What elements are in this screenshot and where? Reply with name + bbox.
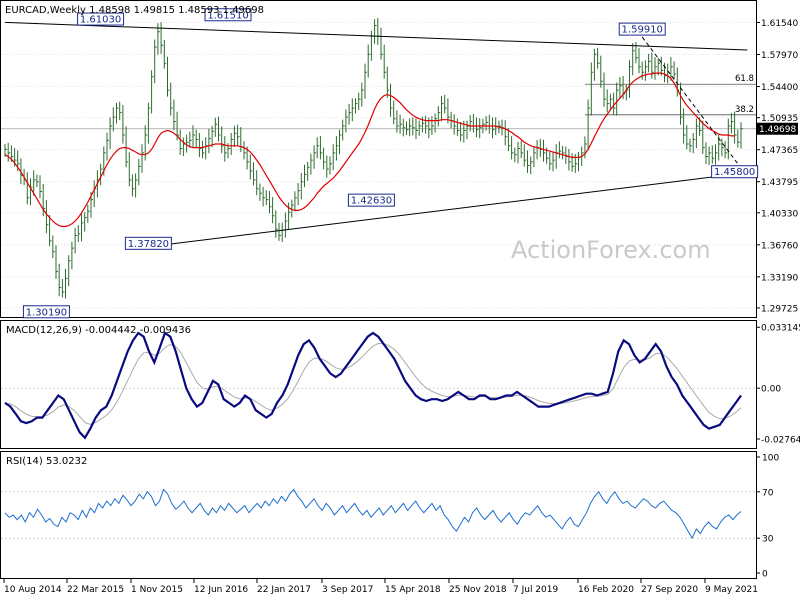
macd-label: MACD(12,26,9) -0.004442 -0.009436 <box>6 325 191 336</box>
trendline <box>145 172 748 248</box>
price-axis-label: 1.47365 <box>761 146 798 156</box>
price-panel-frame <box>0 0 757 318</box>
rsi-panel-frame <box>0 451 757 579</box>
price-axis-label: 1.50935 <box>761 114 798 124</box>
watermark: ActionForex.com <box>511 236 711 264</box>
x-axis-label: 16 Feb 2020 <box>578 585 634 595</box>
fib-level-label: 61.8 <box>735 74 754 84</box>
price-annotation-box <box>77 12 125 26</box>
retracement-dashed-line <box>641 36 739 165</box>
x-axis-label: 1 Nov 2015 <box>131 585 183 595</box>
price-annotation-box <box>711 165 759 179</box>
price-annotation-label: 1.37820 <box>128 239 169 250</box>
price-annotation-label: 1.45800 <box>714 167 755 178</box>
x-axis-label: 10 Aug 2014 <box>4 585 62 595</box>
rsi-axis-label: 30 <box>762 535 774 545</box>
macd-layer <box>1 331 756 440</box>
symbol-header: EURCAD,Weekly 1.48598 1.49815 1.48593 1.… <box>5 5 264 16</box>
rsi-axis-label: 100 <box>762 454 779 464</box>
price-annotation-box <box>618 22 666 36</box>
macd-signal-line <box>4 342 742 425</box>
price-annotation-label: 1.61030 <box>80 15 121 26</box>
rsi-axis-label: 0 <box>762 570 768 580</box>
current-price-value: 1.49698 <box>759 125 796 135</box>
x-axis-label: 22 Mar 2015 <box>67 585 124 595</box>
x-axis-label: 3 Sep 2017 <box>322 585 373 595</box>
price-axis-label: 1.36760 <box>761 241 798 251</box>
macd-axis-label: -0.027648 <box>761 436 800 446</box>
axis-layer: 1.61540 1.57970 1.54400 1.50935 1.47365 1.437… <box>3 19 800 595</box>
price-axis-label: 1.57970 <box>761 51 798 61</box>
price-axis-label: 1.33190 <box>761 273 798 283</box>
moving-average-line <box>4 72 735 228</box>
price-annotation-label: 1.30190 <box>26 307 67 318</box>
price-annotation-box <box>204 8 252 22</box>
rsi-label: RSI(14) 53.0232 <box>6 456 87 467</box>
price-annotation-box <box>124 236 172 250</box>
price-annotation-label: 1.61510 <box>207 10 248 21</box>
price-axis-label: 1.40330 <box>761 209 798 219</box>
macd-line <box>4 331 742 440</box>
price-axis-label: 1.43795 <box>761 178 798 188</box>
rsi-layer <box>1 488 756 540</box>
current-price-tag <box>757 122 798 135</box>
x-axis-label: 15 Apr 2018 <box>385 585 441 595</box>
price-axis-label: 1.61540 <box>761 19 798 29</box>
x-axis-label: 7 Jul 2019 <box>513 585 558 595</box>
price-annotation-label: 1.59910 <box>622 25 663 36</box>
x-axis-label: 25 Nov 2018 <box>449 585 507 595</box>
macd-panel-frame <box>0 320 757 449</box>
price-axis-label: 1.29725 <box>761 304 798 314</box>
rsi-line <box>4 488 742 540</box>
price-layer: 61.8 38.2 1.61030 1.61510 1.59910 1.37820 1.42… <box>1 8 759 319</box>
price-annotation-label: 1.42630 <box>351 196 392 207</box>
macd-axis-label: 0.00 <box>761 385 781 395</box>
price-annotation-box <box>347 193 395 207</box>
price-axis-label: 1.54400 <box>761 83 798 93</box>
macd-axis-label: 0.033145 <box>761 324 800 334</box>
fib-level-label: 38.2 <box>735 105 754 115</box>
trendline <box>4 21 748 51</box>
price-annotation-box <box>22 305 70 319</box>
x-axis-label: 22 Jan 2017 <box>257 585 311 595</box>
x-axis-label: 9 May 2021 <box>705 585 758 595</box>
x-axis-label: 12 Jun 2016 <box>194 585 248 595</box>
rsi-axis-label: 70 <box>762 488 774 498</box>
x-axis-label: 27 Sep 2020 <box>641 585 698 595</box>
